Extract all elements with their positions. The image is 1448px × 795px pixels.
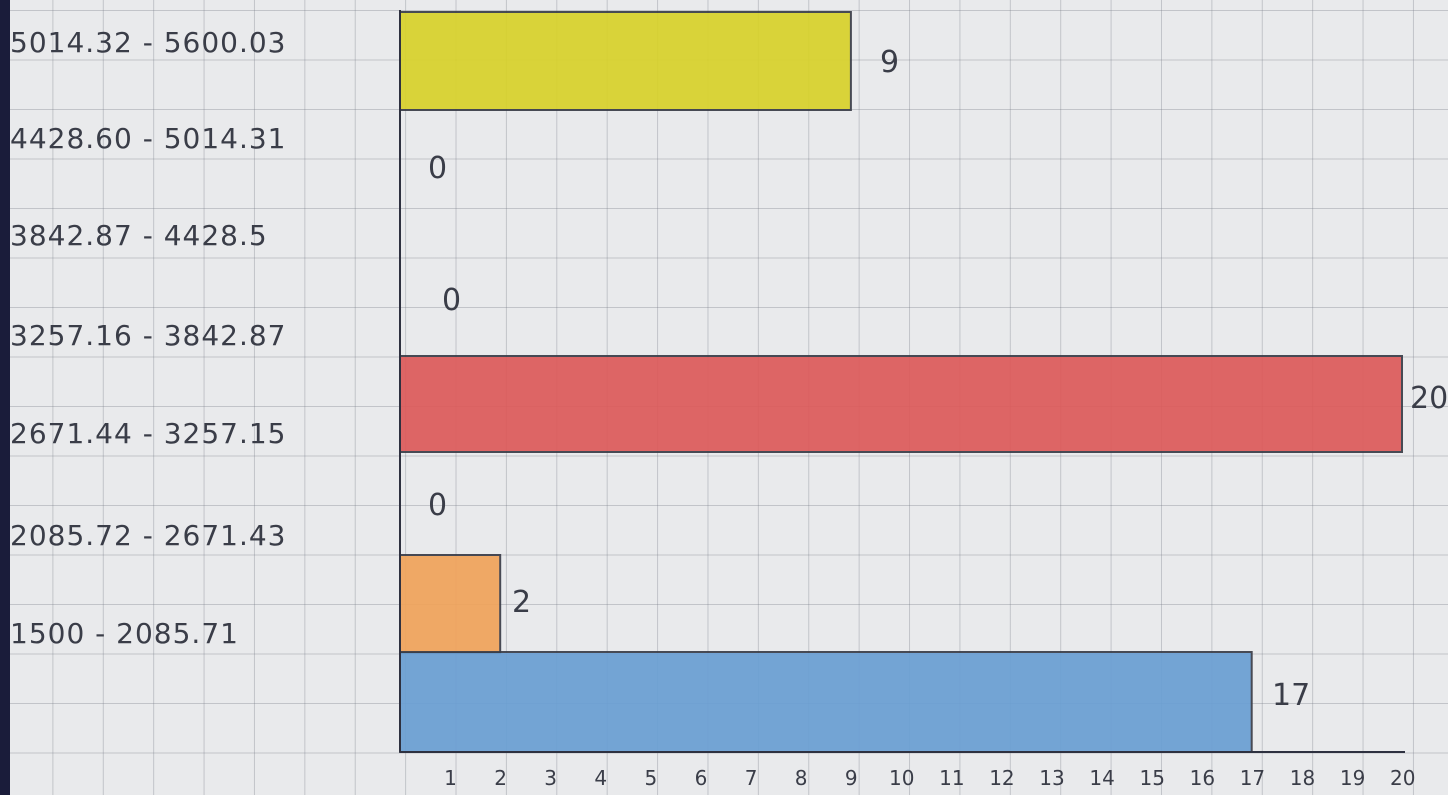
value-label-5: 0 [428, 488, 447, 523]
x-tick-2: 2 [494, 766, 507, 790]
value-labels: 9 0 0 20 0 2 17 [428, 45, 1448, 713]
value-label-6: 2 [512, 585, 531, 620]
x-tick-1: 1 [444, 766, 457, 790]
x-tick-7: 7 [745, 766, 758, 790]
value-label-7: 17 [1272, 678, 1310, 713]
x-tick-labels: 1 2 3 4 5 6 7 8 9 10 11 12 13 14 15 16 17 18 19 20 [444, 766, 1415, 790]
category-label-3: 3257.16 - 3842.87 [10, 319, 286, 352]
value-label-4: 20 [1410, 381, 1448, 416]
bars-group [399, 11, 1403, 753]
x-tick-3: 3 [544, 766, 557, 790]
category-label-2: 3842.87 - 4428.5 [10, 219, 268, 252]
x-tick-11: 11 [939, 766, 964, 790]
x-tick-5: 5 [645, 766, 658, 790]
x-tick-19: 19 [1340, 766, 1365, 790]
histogram-chart: 5014.32 - 5600.03 4428.60 - 5014.31 3842.8… [10, 10, 1448, 790]
category-label-6: 1500 - 2085.71 [10, 617, 239, 650]
bar-3 [399, 355, 1403, 453]
bar-5 [399, 554, 502, 654]
x-tick-15: 15 [1140, 766, 1165, 790]
x-tick-13: 13 [1039, 766, 1064, 790]
category-label-5: 2085.72 - 2671.43 [10, 519, 286, 552]
category-label-0: 5014.32 - 5600.03 [10, 26, 286, 59]
value-label-0: 9 [880, 45, 899, 80]
x-tick-6: 6 [695, 766, 708, 790]
bar-6 [399, 651, 1253, 753]
x-tick-9: 9 [845, 766, 858, 790]
x-tick-20: 20 [1390, 766, 1415, 790]
x-tick-4: 4 [594, 766, 607, 790]
graph-paper: 5014.32 - 5600.03 4428.60 - 5014.31 3842.8… [10, 0, 1448, 795]
category-label-1: 4428.60 - 5014.31 [10, 122, 286, 155]
x-tick-12: 12 [989, 766, 1014, 790]
x-tick-18: 18 [1290, 766, 1315, 790]
value-label-1: 0 [428, 151, 447, 186]
value-label-3: 0 [442, 283, 461, 318]
bar-0 [399, 11, 852, 111]
x-tick-14: 14 [1089, 766, 1114, 790]
x-tick-16: 16 [1190, 766, 1215, 790]
category-labels: 5014.32 - 5600.03 4428.60 - 5014.31 3842.8… [10, 26, 286, 650]
x-tick-17: 17 [1240, 766, 1265, 790]
category-label-4: 2671.44 - 3257.15 [10, 417, 286, 450]
x-tick-10: 10 [889, 766, 914, 790]
x-tick-8: 8 [795, 766, 808, 790]
